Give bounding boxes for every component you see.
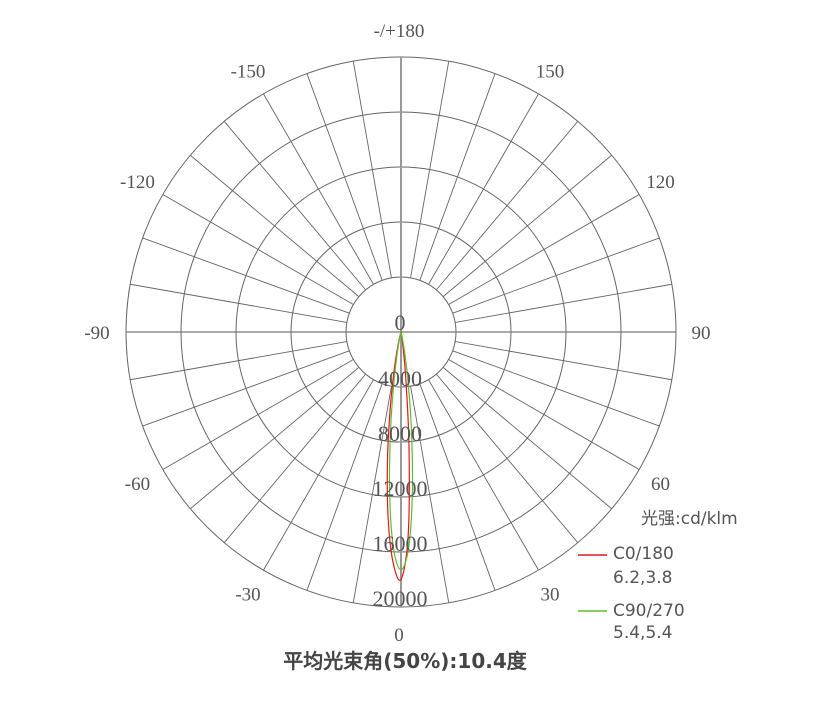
angle-label: 60 xyxy=(651,474,670,495)
grid-spoke xyxy=(306,383,383,591)
grid-spoke xyxy=(263,379,374,571)
chart-title: 平均光束角(50%):10.4度 xyxy=(283,649,527,673)
grid-spoke xyxy=(223,121,366,291)
grid-spoke xyxy=(455,283,672,323)
grid-spoke xyxy=(448,194,640,305)
legend-beam-c90: 5.4,5.4 xyxy=(613,623,672,643)
angle-label: -30 xyxy=(235,585,260,606)
unit-label: 光强:cd/klm xyxy=(641,509,738,529)
angle-label: 150 xyxy=(536,61,565,82)
legend-label-c0: C0/180 xyxy=(613,544,674,564)
grid-spoke xyxy=(162,359,354,470)
grid-spoke xyxy=(419,383,496,591)
angle-label: -/+180 xyxy=(374,21,425,42)
grid-spoke xyxy=(190,367,360,510)
angle-label: -90 xyxy=(84,323,109,344)
angle-label: 0 xyxy=(394,625,404,646)
legend-label-c90: C90/270 xyxy=(613,601,685,621)
grid-spoke xyxy=(442,154,612,297)
grid-spoke xyxy=(448,359,640,470)
angle-label: -120 xyxy=(120,172,155,193)
curve-c90-270 xyxy=(388,331,414,571)
grid-spoke xyxy=(142,237,350,314)
angle-label: -150 xyxy=(231,61,266,82)
radial-label: 20000 xyxy=(373,586,428,611)
radial-label: 12000 xyxy=(373,476,428,501)
angle-label: 30 xyxy=(541,585,560,606)
grid-spoke xyxy=(190,154,360,297)
grid-spoke xyxy=(428,379,539,571)
grid-spoke xyxy=(130,283,347,323)
radial-label: 4000 xyxy=(378,366,422,391)
grid-spoke xyxy=(306,73,383,281)
grid-spoke xyxy=(410,386,450,603)
grid-spoke xyxy=(352,61,392,278)
polar-grid xyxy=(125,56,677,608)
intensity-curves xyxy=(386,331,414,582)
grid-spoke xyxy=(442,367,612,510)
grid-spoke xyxy=(452,350,660,427)
radial-label: 0 xyxy=(395,310,406,335)
grid-spoke xyxy=(436,121,579,291)
axis-labels: 0 30 60 90 120 150 -/+180 -150 -120 -90 -60 -30 0 400… xyxy=(84,21,710,646)
grid-spoke xyxy=(130,341,347,381)
grid-spoke xyxy=(455,341,672,381)
grid-spoke xyxy=(142,350,350,427)
grid-spoke xyxy=(452,237,660,314)
grid-spoke xyxy=(428,93,539,285)
grid-spoke xyxy=(352,386,392,603)
angle-label: -60 xyxy=(125,474,150,495)
grid-spoke xyxy=(436,373,579,543)
radial-label: 8000 xyxy=(378,421,422,446)
radial-label: 16000 xyxy=(373,531,428,556)
grid-spoke xyxy=(162,194,354,305)
grid-spoke xyxy=(263,93,374,285)
legend-beam-c0: 6.2,3.8 xyxy=(613,568,672,588)
grid-spoke xyxy=(223,373,366,543)
grid-spoke xyxy=(410,61,450,278)
angle-label: 90 xyxy=(692,323,711,344)
angle-label: 120 xyxy=(646,172,675,193)
legend: 光强:cd/klm C0/180 6.2,3.8 C90/270 5.4,5.4 xyxy=(578,509,738,643)
grid-spoke xyxy=(419,73,496,281)
